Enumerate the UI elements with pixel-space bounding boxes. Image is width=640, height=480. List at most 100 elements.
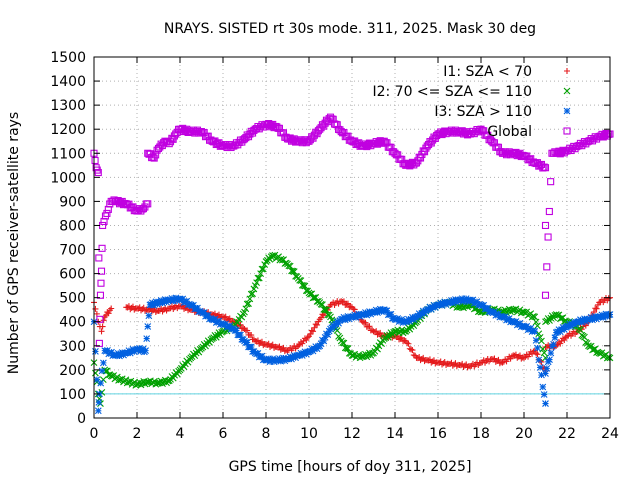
data-point — [99, 323, 106, 330]
data-point — [344, 300, 351, 307]
data-point — [453, 363, 460, 370]
data-point — [310, 328, 317, 335]
data-point — [499, 359, 506, 366]
grid — [94, 57, 610, 418]
data-point — [458, 295, 466, 303]
y-tick-label: 300 — [59, 339, 86, 355]
x-tick-label: 6 — [219, 426, 228, 442]
data-point — [406, 345, 413, 352]
data-point — [278, 256, 286, 264]
data-point — [539, 383, 547, 391]
data-point — [342, 301, 349, 308]
y-axis-ticks: 0 100 200 300 400 500 600 700 800 900 1000 1100 1200… — [50, 50, 610, 427]
data-point — [518, 355, 525, 362]
data-point — [303, 337, 310, 344]
data-point — [371, 328, 378, 335]
data-point — [118, 349, 126, 356]
data-points — [90, 113, 614, 415]
data-point — [547, 349, 555, 357]
data-point — [531, 327, 539, 335]
data-point — [276, 355, 283, 362]
data-point — [541, 164, 550, 172]
data-point — [265, 355, 273, 363]
data-point — [92, 348, 99, 355]
legend-label: I2: 70 <= SZA <= 110 — [372, 84, 532, 100]
data-point — [247, 343, 255, 351]
data-point — [417, 312, 424, 320]
data-point — [245, 300, 252, 308]
data-point — [281, 260, 289, 267]
data-point — [290, 268, 298, 275]
data-point — [320, 337, 328, 345]
y-tick-label: 1200 — [50, 122, 86, 138]
x-tick-label: 8 — [262, 426, 271, 442]
data-point — [437, 299, 445, 307]
data-point — [548, 343, 556, 350]
data-point — [351, 306, 358, 313]
data-point — [95, 398, 103, 406]
data-point — [375, 330, 382, 337]
data-point — [539, 345, 547, 353]
data-point — [602, 310, 610, 318]
data-point — [314, 321, 321, 328]
y-tick-label: 700 — [59, 243, 86, 259]
data-point — [153, 379, 161, 387]
data-point — [366, 308, 373, 315]
data-point — [91, 156, 99, 165]
data-point — [317, 300, 325, 308]
data-point — [324, 331, 332, 338]
data-point — [543, 263, 551, 271]
y-tick-label: 500 — [59, 291, 86, 307]
data-point — [100, 317, 107, 324]
y-tick-label: 400 — [59, 315, 86, 331]
data-point — [405, 340, 412, 347]
data-point — [538, 371, 545, 379]
data-point — [543, 364, 551, 372]
chart-title: NRAYS. SISTED rt 30s mode. 311, 2025. Ma… — [164, 21, 536, 37]
data-point — [233, 327, 240, 334]
data-point — [541, 291, 550, 299]
data-point — [145, 312, 153, 320]
data-point — [556, 328, 564, 336]
data-point — [464, 364, 471, 371]
data-point — [344, 312, 352, 320]
data-point — [312, 294, 320, 301]
y-tick-label: 1400 — [50, 74, 86, 90]
data-point — [301, 282, 309, 290]
data-point — [383, 307, 391, 315]
data-point — [544, 233, 552, 241]
data-point — [300, 282, 308, 290]
y-tick-label: 1100 — [50, 146, 86, 162]
data-point — [254, 274, 262, 282]
data-point — [97, 279, 105, 287]
data-point — [125, 378, 132, 386]
data-point — [168, 294, 176, 302]
data-point — [536, 364, 544, 371]
data-point — [280, 354, 287, 362]
x-tick-label: 10 — [300, 426, 318, 442]
series-3 — [90, 294, 614, 415]
data-point — [257, 270, 265, 277]
y-tick-label: 900 — [59, 194, 86, 210]
data-point — [243, 300, 251, 308]
x-tick-label: 0 — [90, 426, 99, 442]
data-point — [246, 295, 254, 303]
data-point — [534, 322, 541, 330]
data-point — [244, 327, 251, 334]
data-point — [100, 359, 107, 367]
data-point — [172, 294, 180, 302]
y-axis-label: Number of GPS receiver-satellite rays — [6, 112, 22, 374]
data-point — [103, 367, 111, 375]
data-point — [142, 307, 149, 314]
x-tick-label: 14 — [386, 426, 404, 442]
y-tick-label: 800 — [59, 218, 86, 234]
legend-marker — [563, 127, 571, 135]
data-point — [538, 337, 545, 345]
data-point — [452, 296, 459, 303]
data-point — [362, 309, 369, 316]
y-tick-label: 100 — [59, 387, 86, 403]
data-point — [312, 321, 319, 328]
data-point — [116, 376, 124, 383]
x-tick-label: 12 — [343, 426, 361, 442]
data-point — [581, 315, 588, 323]
